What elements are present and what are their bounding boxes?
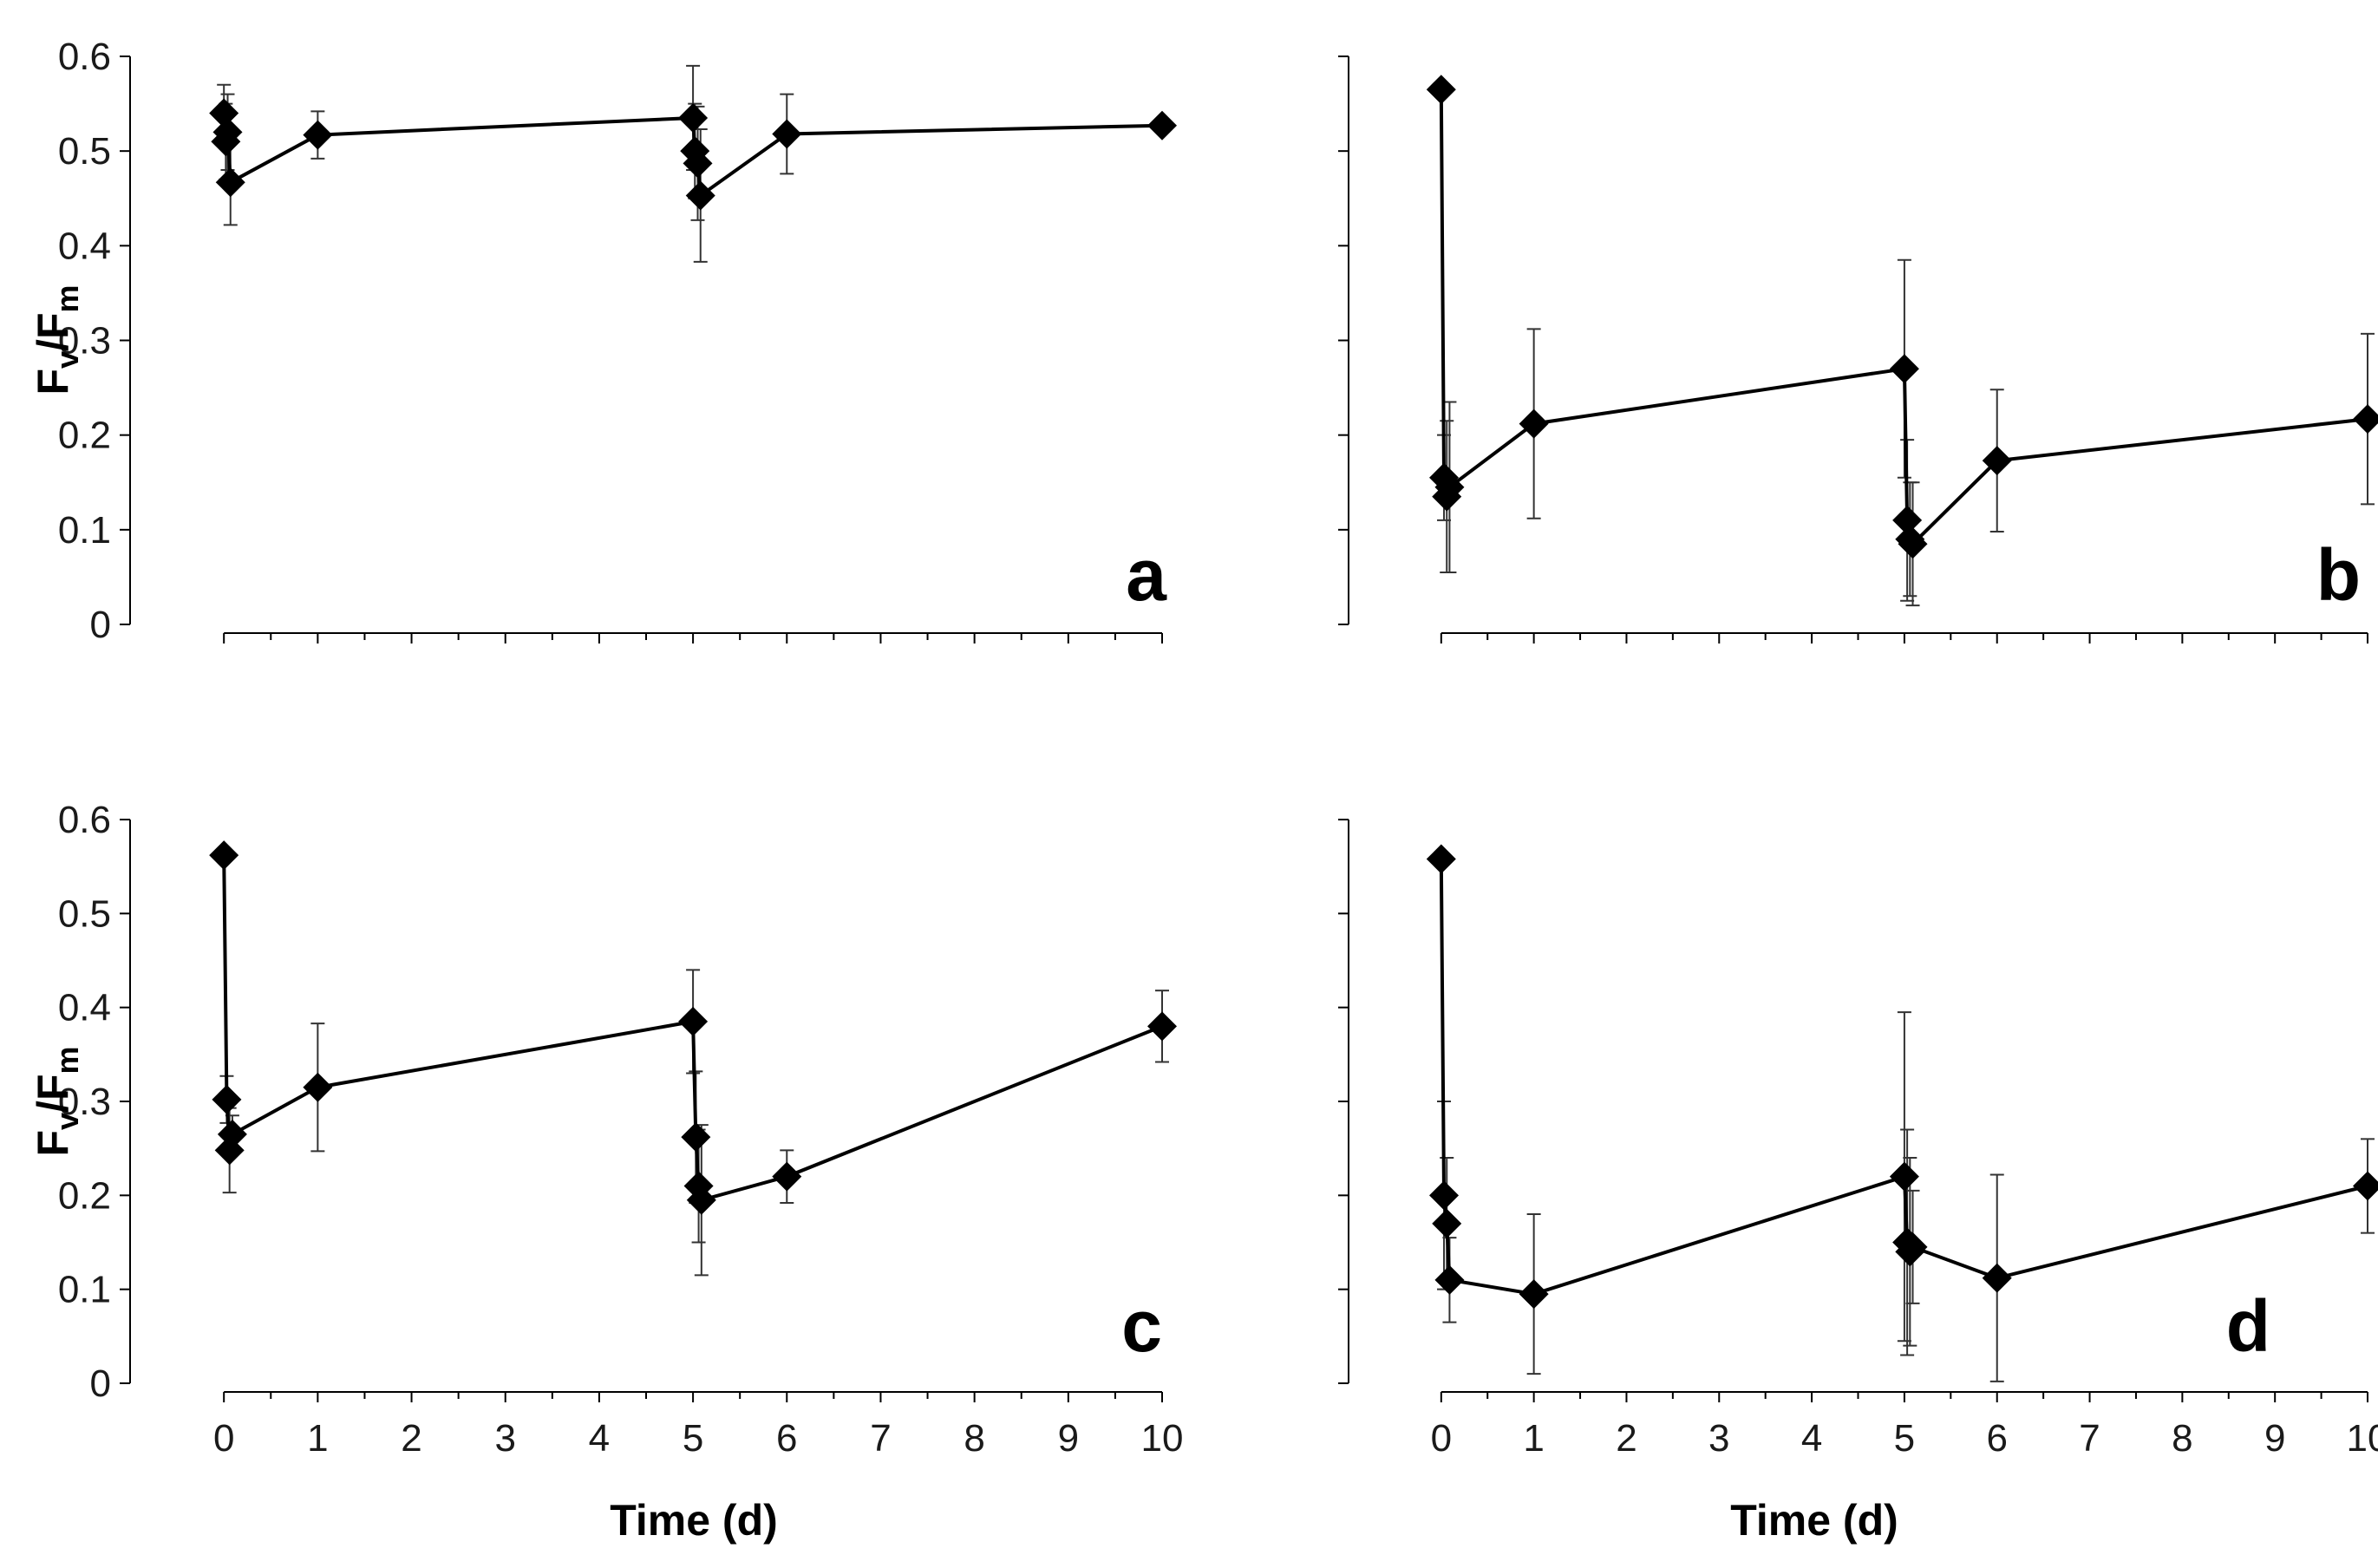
panel-d-letter: d [2226,1285,2270,1367]
panel-c-x-tick-label: 2 [401,1417,421,1460]
panel-b-data-point [1426,75,1456,105]
panel-a-data-point [209,98,239,128]
panel-b-data-point [1889,354,1919,384]
panel-c-data-point [303,1072,333,1102]
panel-c-y-tick-label: 0.5 [58,892,111,935]
panel-a: 0 0.1 0.2 0.3 0.4 0.5 0.6 Fv/Fm a [29,36,1177,646]
panel-c-y-tick-label: 0.4 [58,987,111,1029]
panel-b-letter: b [2316,534,2361,616]
panel-d-data-point [1898,1232,1928,1262]
panel-b-data [1426,75,2378,607]
panel-c-y-tick-label: 0.6 [58,799,111,841]
panel-c-data-point [686,1185,716,1215]
panel-d-data [1426,844,2378,1382]
panel-a-y-tick-label: 0.5 [58,130,111,173]
panel-c-x-tick-label: 9 [1058,1417,1079,1460]
panel-a-y-tick-label: 0.6 [58,36,111,78]
panel-b-data-point [1519,408,1549,439]
panel-a-y-tick-label: 0 [90,604,111,646]
panel-d: 0 1 2 3 4 5 6 7 8 9 10 d Time (d) [1338,819,2378,1545]
panel-c-data-point [772,1161,802,1192]
panel-b-data-point [2353,404,2378,434]
panel-d-x-tick-label: 9 [2264,1417,2285,1460]
panel-b-data-point [1982,446,2012,476]
panel-c-x-tick-label: 0 [213,1417,234,1460]
panel-d-x-tick-label: 1 [1523,1417,1544,1460]
panel-a-y-tick-label: 0.3 [58,320,111,363]
panel-d-data-point [1889,1161,1919,1192]
panel-d-x-axis-title: Time (d) [1730,1496,1898,1545]
panel-a-data-point [215,167,245,198]
panel-a-axes: 0 0.1 0.2 0.3 0.4 0.5 0.6 [58,36,1163,646]
panel-a-y-tick-label: 0.1 [58,509,111,552]
panel-d-data-point [1519,1279,1549,1310]
panel-c-x-tick-label: 10 [1141,1417,1184,1460]
panel-c-x-tick-label: 8 [964,1417,984,1460]
panel-a-letter: a [1126,534,1167,616]
panel-a-data-point [1147,110,1177,140]
panel-c-x-tick-label: 7 [870,1417,891,1460]
panel-c-data-point [681,1122,711,1153]
panel-a-y-axis-title: Fv/Fm [29,284,85,395]
panel-c-x-tick-label: 4 [589,1417,610,1460]
panel-d-x-tick-label: 3 [1708,1417,1729,1460]
panel-d-x-tick-label: 6 [1986,1417,2007,1460]
panel-c-y-tick-label: 0.2 [58,1174,111,1217]
panel-a-data-point [678,102,709,133]
panel-c: 00.10.20.30.40.50.60 1 2 3 4 5 6 7 8 9 10 Fv/Fm c … [29,799,1183,1545]
panel-d-x-tick-label: 8 [2172,1417,2192,1460]
panel-a-data-point [212,117,243,147]
panel-d-axes: 0 1 2 3 4 5 6 7 8 9 10 [1338,819,2378,1460]
panel-d-x-tick-label: 10 [2347,1417,2378,1460]
panel-c-data [209,840,1177,1277]
panel-d-data-point [1982,1263,2012,1293]
panel-c-data-point [1147,1011,1177,1042]
panel-d-x-tick-label: 7 [2079,1417,2100,1460]
panel-d-data-point [1429,1180,1460,1211]
panel-c-data-point [217,1119,247,1149]
panel-c-data-point [209,840,239,871]
panel-c-x-tick-label: 6 [776,1417,797,1460]
panel-c-data-point [212,1084,242,1114]
panel-d-x-tick-label: 2 [1616,1417,1637,1460]
panel-a-data [209,64,1177,263]
panel-c-axes: 0 0.1 0.2 0.3 0.4 0.5 0.6 0 1 2 3 4 5 6 7 8 9 10 [58,799,1184,1460]
panel-c-y-tick-label: 0.1 [58,1269,111,1311]
panel-a-data-point [772,119,802,149]
panel-c-y-tick-label: 0 [90,1362,111,1405]
panel-b: b [1338,56,2378,644]
panel-d-data-point [1434,1264,1465,1295]
panel-b-data-point [1434,472,1465,502]
panel-c-letter: c [1121,1285,1162,1367]
panel-c-x-tick-label: 5 [683,1417,703,1460]
panel-a-data-point [685,180,715,211]
panel-a-y-tick-label: 0.2 [58,415,111,457]
panel-d-x-tick-label: 0 [1431,1417,1452,1460]
panel-d-data-point [2353,1171,2378,1201]
panel-a-y-tick-label: 0.4 [58,225,111,267]
panel-c-x-axis-title: Time (d) [610,1496,778,1545]
panel-d-data-point [1426,844,1456,874]
panel-d-x-tick-label: 4 [1801,1417,1822,1460]
panel-b-data-point [1898,529,1928,559]
panel-c-x-tick-label: 1 [307,1417,328,1460]
panel-a-data-point [683,148,713,179]
panel-d-x-tick-label: 5 [1894,1417,1915,1460]
panel-b-data-point [1892,505,1923,535]
panel-c-y-axis-title: Fv/Fm [29,1046,85,1156]
panel-c-y-tick-label: 0.3 [58,1081,111,1123]
panel-b-axes [1338,56,2368,644]
panel-a-data-point [303,120,333,150]
panel-d-data-point [1432,1208,1462,1238]
panel-c-data-point [678,1006,709,1036]
panel-c-x-tick-label: 3 [494,1417,515,1460]
